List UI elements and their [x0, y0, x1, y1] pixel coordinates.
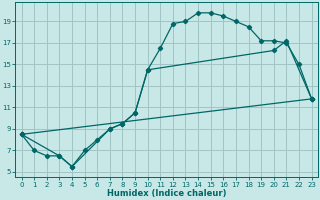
X-axis label: Humidex (Indice chaleur): Humidex (Indice chaleur)	[107, 189, 226, 198]
